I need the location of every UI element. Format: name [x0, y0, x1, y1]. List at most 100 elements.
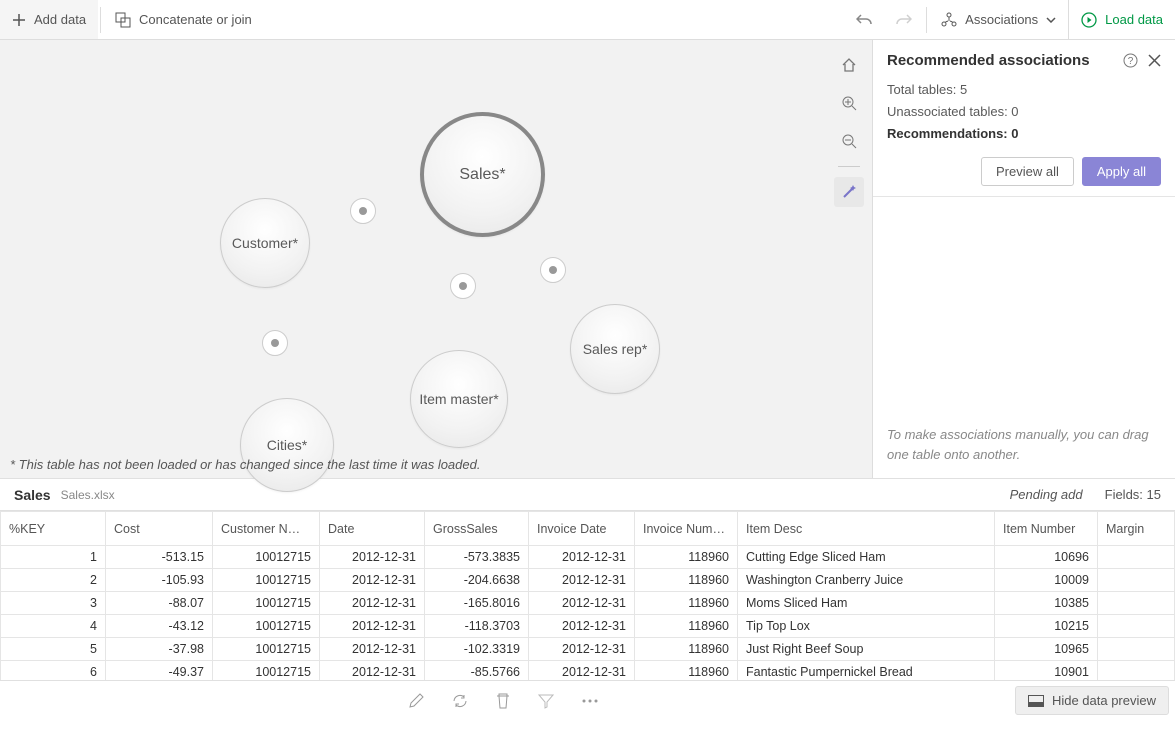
table-cell: 118960 — [635, 615, 738, 638]
rec-label: Recommendations: — [887, 126, 1011, 141]
association-joint[interactable] — [540, 257, 566, 283]
undo-icon — [856, 13, 872, 27]
preview-meta: Sales Sales.xlsx Pending add Fields: 15 — [0, 478, 1175, 510]
total-label: Total tables: — [887, 82, 960, 97]
column-header[interactable]: Date — [320, 512, 425, 546]
column-header[interactable]: Margin — [1098, 512, 1175, 546]
table-cell: -102.3319 — [425, 638, 529, 661]
canvas-note: * This table has not been loaded or has … — [10, 457, 480, 472]
add-data-button[interactable]: Add data — [0, 0, 98, 39]
table-cell — [1098, 615, 1175, 638]
main-area: Sales*Customer*Item master*Sales rep*Cit… — [0, 40, 1175, 478]
table-bubble-customer[interactable]: Customer* — [220, 198, 310, 288]
associations-dropdown[interactable]: Associations — [929, 0, 1068, 39]
association-joint[interactable] — [350, 198, 376, 224]
table-cell: -43.12 — [106, 615, 213, 638]
preview-table-name: Sales — [14, 487, 51, 503]
more-icon[interactable] — [582, 693, 598, 709]
load-data-button[interactable]: Load data — [1068, 0, 1175, 39]
table-cell: -88.07 — [106, 592, 213, 615]
table-cell — [1098, 661, 1175, 681]
column-header[interactable]: %KEY — [1, 512, 106, 546]
table-bubble-cities[interactable]: Cities* — [240, 398, 334, 492]
table-cell: 2012-12-31 — [529, 661, 635, 681]
total-value: 5 — [960, 82, 967, 97]
home-view-button[interactable] — [834, 50, 864, 80]
side-title-icons: ? — [1123, 53, 1161, 68]
association-joint[interactable] — [450, 273, 476, 299]
table-bubble-itemmaster[interactable]: Item master* — [410, 350, 508, 448]
table-bubble-sales[interactable]: Sales* — [420, 112, 545, 237]
zoom-out-button[interactable] — [834, 126, 864, 156]
add-data-label: Add data — [34, 12, 86, 27]
apply-all-button[interactable]: Apply all — [1082, 157, 1161, 186]
table-cell: 1 — [1, 546, 106, 569]
separator — [838, 166, 860, 167]
side-title-row: Recommended associations ? — [887, 52, 1161, 69]
table-cell: 10012715 — [213, 638, 320, 661]
concatenate-button[interactable]: Concatenate or join — [103, 0, 264, 39]
table-row[interactable]: 5-37.98100127152012-12-31-102.33192012-1… — [1, 638, 1175, 661]
column-header[interactable]: Item Number — [995, 512, 1098, 546]
separator — [926, 7, 927, 33]
table-cell: Washington Cranberry Juice — [738, 569, 995, 592]
table-row[interactable]: 2-105.93100127152012-12-31-204.66382012-… — [1, 569, 1175, 592]
table-cell: 118960 — [635, 569, 738, 592]
side-hint: To make associations manually, you can d… — [873, 415, 1175, 478]
link-layer — [0, 40, 300, 190]
filter-icon[interactable] — [538, 693, 554, 709]
canvas-wrap: Sales*Customer*Item master*Sales rep*Cit… — [0, 40, 873, 478]
table-cell: 2012-12-31 — [529, 615, 635, 638]
redo-button[interactable] — [884, 0, 924, 39]
delete-icon[interactable] — [496, 693, 510, 709]
table-cell: 10385 — [995, 592, 1098, 615]
side-title: Recommended associations — [887, 52, 1090, 69]
undo-button[interactable] — [844, 0, 884, 39]
close-icon[interactable] — [1148, 53, 1161, 68]
table-cell: 6 — [1, 661, 106, 681]
table-cell: 2012-12-31 — [529, 638, 635, 661]
table-row[interactable]: 4-43.12100127152012-12-31-118.37032012-1… — [1, 615, 1175, 638]
zoom-out-icon — [841, 133, 857, 149]
table-cell: 10012715 — [213, 592, 320, 615]
table-cell: 2012-12-31 — [320, 638, 425, 661]
table-cell — [1098, 569, 1175, 592]
column-header[interactable]: Cost — [106, 512, 213, 546]
help-icon[interactable]: ? — [1123, 53, 1138, 68]
bottom-center-tools — [408, 693, 598, 709]
table-cell: -118.3703 — [425, 615, 529, 638]
table-bubble-salesrep[interactable]: Sales rep* — [570, 304, 660, 394]
table-cell: 2012-12-31 — [320, 569, 425, 592]
redo-icon — [896, 13, 912, 27]
unassoc-label: Unassociated tables: — [887, 104, 1011, 119]
magic-wand-button[interactable] — [834, 177, 864, 207]
column-header[interactable]: Item Desc — [738, 512, 995, 546]
preview-all-button[interactable]: Preview all — [981, 157, 1074, 186]
table-row[interactable]: 1-513.15100127152012-12-31-573.38352012-… — [1, 546, 1175, 569]
association-joint[interactable] — [262, 330, 288, 356]
column-header[interactable]: Invoice Num… — [635, 512, 738, 546]
table-cell: -49.37 — [106, 661, 213, 681]
table-cell — [1098, 546, 1175, 569]
pending-add-label: Pending add — [1010, 487, 1083, 502]
column-header[interactable]: Invoice Date — [529, 512, 635, 546]
table-cell: -513.15 — [106, 546, 213, 569]
zoom-in-icon — [841, 95, 857, 111]
panel-icon — [1028, 695, 1044, 707]
table-row[interactable]: 6-49.37100127152012-12-31-85.57662012-12… — [1, 661, 1175, 681]
top-toolbar: Add data Concatenate or join Association — [0, 0, 1175, 40]
table-cell: 10012715 — [213, 546, 320, 569]
edit-icon[interactable] — [408, 693, 424, 709]
column-header[interactable]: GrossSales — [425, 512, 529, 546]
table-cell: 10965 — [995, 638, 1098, 661]
table-cell: 10012715 — [213, 615, 320, 638]
hide-data-preview-button[interactable]: Hide data preview — [1015, 686, 1169, 715]
fields-count: Fields: 15 — [1105, 487, 1161, 502]
table-cell: 2012-12-31 — [529, 546, 635, 569]
refresh-icon[interactable] — [452, 693, 468, 709]
column-header[interactable]: Customer N… — [213, 512, 320, 546]
toolbar-right: Associations Load data — [844, 0, 1175, 39]
zoom-in-button[interactable] — [834, 88, 864, 118]
table-cell: 5 — [1, 638, 106, 661]
table-row[interactable]: 3-88.07100127152012-12-31-165.80162012-1… — [1, 592, 1175, 615]
